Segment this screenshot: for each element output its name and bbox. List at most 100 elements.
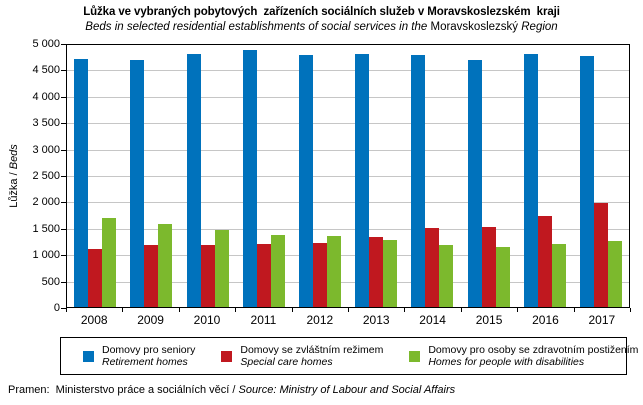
y-tick-mark [61,70,66,72]
bar [481,226,496,307]
y-tick-label: 5 000 [32,38,60,50]
bar [298,54,313,307]
y-tick-mark [61,228,66,230]
y-tick-mark [61,308,66,309]
source-note-english: Source: Ministry of Labour and Social Af… [238,384,456,396]
legend-swatch-red [221,350,233,362]
bar-groups [67,45,629,307]
chart-subtitle-part2: Moravskoslezský [430,21,519,33]
y-axis-tick-labels: 5 000 4 500 4 000 3 500 3 000 2 500 2 000 1 500… [0,38,60,314]
legend-swatch-green [409,350,421,362]
bar-group-2010 [179,45,235,307]
y-tick-label: 1 000 [32,249,60,262]
x-tick-label: 2014 [419,313,446,327]
legend-item-special-care-homes: Domovy se zvláštním režimem Special care … [221,344,383,368]
legend-label-czech: Domovy pro seniory [102,344,196,356]
x-tick-label: 2015 [475,313,503,327]
gridline [67,149,629,151]
bar-group-2009 [123,45,179,307]
y-tick-mark [61,123,66,125]
bar [256,243,271,307]
bar [270,235,285,307]
x-tick-mark [460,308,462,312]
x-tick-label: 2009 [137,313,164,327]
gridline [67,96,629,98]
chart-subtitle: Beds in selected residential establishme… [0,21,643,33]
bar [74,59,89,307]
bar [537,216,552,307]
y-tick-label: 2 000 [32,196,60,209]
legend-label-czech: Domovy pro osoby se zdravotním postižení… [428,344,639,356]
bar [186,53,201,307]
x-tick-label: 2010 [193,313,221,327]
bar [593,203,608,307]
bar-group-2013 [348,45,404,307]
bar [523,53,538,307]
bar [200,244,215,307]
y-tick-label: 0 [53,302,60,314]
source-note: Pramen: Ministerstvo práce a sociálních … [8,384,455,396]
y-tick-label: 4 500 [32,64,60,77]
legend-label-english: Special care homes [240,356,333,368]
y-tick-mark [61,149,66,151]
bar [144,245,159,307]
y-tick-label: 3 000 [32,143,60,156]
y-tick-mark [61,176,66,177]
x-tick-mark [630,308,631,312]
bar [355,54,370,307]
x-tick-label: 2016 [532,313,559,327]
bar [467,60,482,307]
bar-group-2014 [404,45,460,307]
legend-item-retirement-homes: Domovy pro seniory Retirement homes [83,344,195,368]
bar [495,247,510,307]
y-tick-mark [61,281,66,283]
x-tick-label: 2013 [362,313,390,327]
x-tick-mark [517,308,519,312]
bar [158,223,173,307]
gridline [67,228,629,230]
gridline [67,202,629,204]
bar [242,50,257,307]
x-tick-mark [122,308,124,312]
legend-label-english: Retirement homes [102,356,188,368]
x-tick-label: 2012 [306,313,334,327]
gridline [67,70,629,72]
legend-label-czech: Domovy se zvláštním režimem [240,344,384,356]
bar [383,239,398,307]
legend-item-homes-for-disabilities: Domovy pro osoby se zdravotním postižení… [409,344,638,368]
chart-subtitle-part3: Region [518,21,558,33]
bar [579,55,594,307]
legend-label-english: Homes for people with disabilities [428,356,585,368]
bar-group-2008 [67,45,123,307]
y-tick-label: 3 500 [32,117,60,130]
source-note-czech: Pramen: Ministerstvo práce a sociálních … [8,384,239,396]
bar [102,217,117,307]
x-tick-mark [573,308,575,312]
x-tick-mark [178,308,180,312]
bar [88,249,103,307]
x-tick-mark [235,308,237,312]
legend: Domovy pro seniory Retirement homes Domov… [60,337,638,375]
gridline [67,255,629,257]
bar [369,236,384,307]
x-tick-label: 2017 [588,313,616,327]
y-tick-label: 2 500 [32,170,60,182]
x-tick-mark [66,308,67,312]
bar [130,60,145,307]
bar [425,227,440,307]
y-tick-mark [61,202,66,204]
y-tick-mark [61,44,66,45]
bar-group-2017 [573,45,629,307]
gridline [67,176,629,177]
y-tick-mark [61,255,66,257]
bar-group-2012 [292,45,348,307]
gridline [67,281,629,283]
bar [312,242,327,307]
x-tick-mark [348,308,349,312]
bar [326,235,341,307]
bar [439,244,454,307]
x-tick-label: 2008 [80,313,108,327]
bar-group-2015 [460,45,516,307]
bar [607,241,622,307]
x-tick-label: 2011 [250,313,277,327]
